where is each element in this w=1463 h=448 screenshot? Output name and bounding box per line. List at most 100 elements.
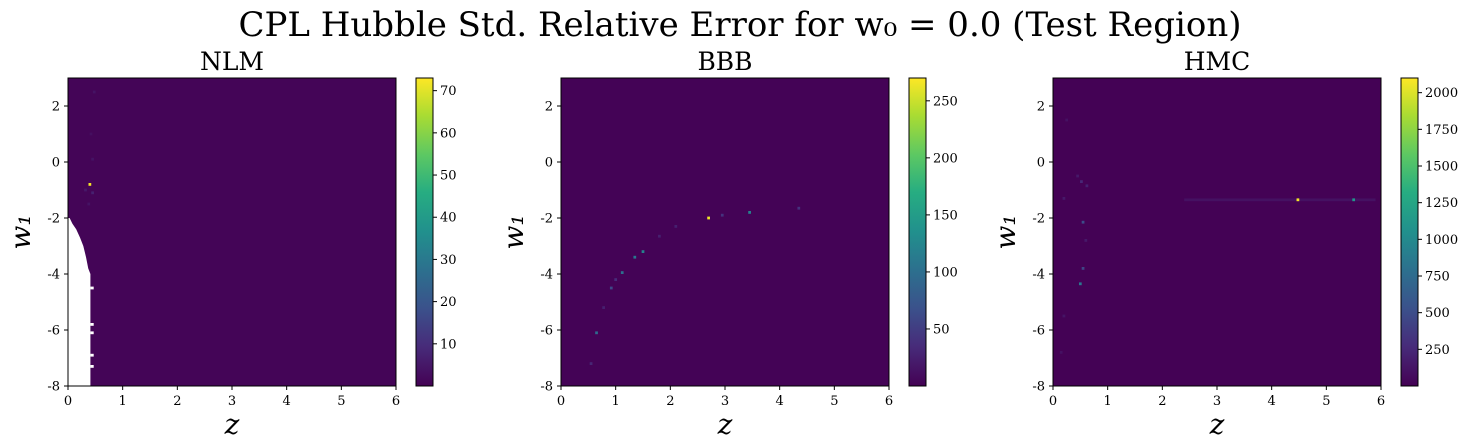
heatmap-cell: [91, 191, 94, 195]
y-tick-label: -2: [47, 212, 60, 227]
colorbar-tick-label: 250: [933, 94, 958, 109]
y-tick-label: -8: [540, 380, 553, 395]
colorbar: [908, 77, 927, 387]
heatmap-cell: [674, 225, 678, 228]
x-tick-label: 1: [612, 394, 620, 409]
heatmap-ridge: [1184, 198, 1376, 202]
heatmap-cell: [91, 157, 94, 161]
x-tick-label: 0: [1049, 394, 1057, 409]
colorbar-tick-label: 50: [933, 322, 950, 337]
x-axis-label: z: [1209, 408, 1225, 441]
y-tick-label: 2: [545, 100, 553, 115]
figure-title: CPL Hubble Std. Relative Error for w₀ = …: [238, 5, 1241, 45]
colorbar-tick-label: 40: [440, 211, 457, 226]
colorbar-tick-label: 250: [1425, 343, 1450, 358]
heatmap-cell: [84, 188, 87, 192]
y-tick-label: -8: [1032, 380, 1045, 395]
heatmap-cell: [87, 202, 91, 206]
heatmap-cell: [609, 286, 613, 290]
panel-hmc: HMC 0 1 2 3 4 5 6 -8 -6 -4 -2 0 2 z w₁ 250 500 750 1000 1250…: [989, 47, 1458, 441]
heatmap-cell: [1085, 184, 1089, 188]
x-tick-label: 3: [1213, 394, 1221, 409]
colorbar-tick-label: 10: [440, 337, 457, 352]
x-tick-label: 4: [1268, 394, 1276, 409]
heatmap-cell: [620, 271, 624, 274]
x-axis-label: z: [224, 408, 240, 441]
y-axis-label: w₁: [989, 214, 1022, 249]
colorbar-tick-label: 60: [440, 126, 457, 141]
colorbar-tick-label: 1250: [1425, 196, 1458, 211]
colorbar-tick-label: 30: [440, 253, 457, 268]
y-tick-label: 2: [52, 100, 60, 115]
y-tick-label: -2: [540, 212, 553, 227]
heatmap-cell: [1080, 180, 1083, 183]
panel-bbb: BBB 0 1 2 3 4 5 6 -8 -6 -4 -2 0 2 z w₁ 50 100 150 200 250: [497, 47, 958, 441]
colorbar-tick-label: 2000: [1425, 86, 1458, 101]
x-tick-label: 1: [1104, 394, 1112, 409]
x-axis-label: z: [717, 408, 733, 441]
heatmap-cell: [595, 331, 598, 335]
x-tick-label: 3: [721, 394, 729, 409]
heatmap-cell: [641, 250, 645, 253]
heatmap-cell: [1059, 351, 1063, 354]
y-tick-label: -8: [47, 380, 60, 395]
nan-cell: [90, 365, 94, 368]
heatmap-cell: [797, 206, 801, 210]
heatmap-cell: [89, 132, 93, 136]
y-axis-label: w₁: [497, 214, 530, 249]
colorbar-tick-label: 50: [440, 169, 457, 184]
y-tick-label: -4: [1032, 268, 1045, 283]
heatmap-cell: [1078, 282, 1082, 286]
x-tick-label: 5: [337, 394, 345, 409]
heatmap-cell: [614, 278, 618, 281]
panel-title: NLM: [200, 47, 264, 76]
colorbar-tick-label: 20: [440, 295, 457, 310]
y-axis-label: w₁: [4, 214, 37, 249]
y-tick-label: -6: [540, 324, 553, 339]
nan-cell: [90, 323, 94, 326]
x-tick-label: 6: [392, 394, 400, 409]
heatmap-cell: [1081, 267, 1085, 270]
heatmap-background: [561, 78, 889, 386]
heatmap-cell: [589, 362, 593, 365]
y-tick-label: 0: [52, 156, 60, 171]
panel-title: HMC: [1184, 47, 1251, 76]
colorbar: [415, 77, 434, 387]
heatmap-cell: [658, 234, 661, 238]
y-tick-label: -4: [47, 268, 60, 283]
x-tick-label: 0: [557, 394, 565, 409]
y-tick-label: -4: [540, 268, 553, 283]
heatmap-cell: [88, 183, 92, 186]
heatmap-cell: [1084, 239, 1088, 242]
colorbar-tick-label: 1000: [1425, 233, 1458, 248]
heatmap-cell: [633, 255, 637, 259]
x-tick-label: 6: [885, 394, 893, 409]
heatmap-cell: [602, 306, 606, 309]
x-tick-label: 2: [1158, 394, 1166, 409]
heatmap-background: [1053, 78, 1381, 386]
heatmap-cell: [707, 216, 710, 220]
heatmap-cell: [1065, 118, 1069, 122]
nan-cell: [90, 286, 94, 290]
y-tick-label: 0: [1037, 156, 1045, 171]
colorbar-tick-label: 750: [1425, 270, 1450, 285]
panel-nlm: NLM 0 1 2 3 4 5 6 -8 -6 -4 -2 0 2 z w₁ 10 20 30 40 50 60 70: [4, 47, 457, 441]
x-tick-label: 5: [830, 394, 838, 409]
heatmap-cell: [748, 211, 751, 214]
x-tick-label: 1: [119, 394, 127, 409]
colorbar-tick-label: 100: [933, 265, 958, 280]
heatmap-cell: [1352, 198, 1356, 202]
heatmap-cell: [1296, 198, 1300, 202]
nan-cell: [90, 331, 94, 335]
nan-region: [68, 218, 91, 386]
x-tick-label: 2: [666, 394, 674, 409]
heatmap-cell: [1062, 197, 1066, 200]
colorbar-tick-label: 70: [440, 84, 457, 99]
colorbar-tick-label: 500: [1425, 306, 1450, 321]
y-tick-label: 0: [545, 156, 553, 171]
x-tick-label: 4: [283, 394, 291, 409]
x-tick-label: 3: [228, 394, 236, 409]
x-tick-label: 5: [1322, 394, 1330, 409]
